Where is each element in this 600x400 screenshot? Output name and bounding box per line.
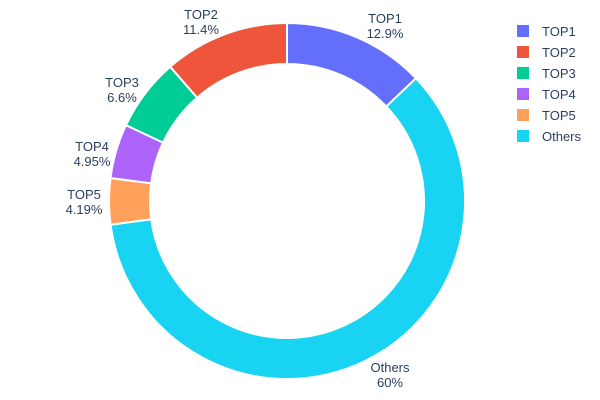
slice-label-name: TOP2 <box>184 7 218 22</box>
legend-item-label: TOP1 <box>542 23 576 39</box>
pie-slice-others[interactable] <box>109 77 466 380</box>
legend-item-label: TOP5 <box>542 107 576 123</box>
legend-item-top3[interactable]: TOP3 <box>517 65 581 81</box>
slice-label-top2: TOP2 11.4% <box>183 7 219 37</box>
slice-label-percent: 6.6% <box>107 90 137 105</box>
legend: TOP1 TOP2 TOP3 TOP4 TOP5 Others <box>517 23 582 144</box>
slice-label-top5: TOP5 4.19% <box>66 187 103 217</box>
slice-label-top3: TOP3 6.6% <box>105 75 139 105</box>
slice-label-percent: 12.9% <box>366 26 404 41</box>
legend-item-top4[interactable]: TOP4 <box>517 86 581 102</box>
slice-label-percent: 4.95% <box>73 154 111 169</box>
slice-label-name: TOP5 <box>67 187 101 202</box>
legend-item-label: TOP2 <box>542 44 576 60</box>
slice-label-percent: 11.4% <box>183 22 219 37</box>
slice-label-top1: TOP1 12.9% <box>367 11 404 41</box>
legend-item-label: TOP4 <box>542 86 576 102</box>
legend-item-others[interactable]: Others <box>517 128 582 144</box>
legend-swatch-icon <box>517 88 529 100</box>
slice-label-percent: 60% <box>376 375 404 390</box>
legend-swatch-icon <box>517 25 529 37</box>
legend-item-top1[interactable]: TOP1 <box>517 23 581 39</box>
slice-label-name: Others <box>370 360 410 375</box>
slice-label-name: TOP1 <box>368 11 402 26</box>
slice-label-top4: TOP4 4.95% <box>74 139 111 169</box>
legend-item-top2[interactable]: TOP2 <box>517 44 581 60</box>
slice-label-percent: 4.19% <box>65 202 103 217</box>
legend-swatch-icon <box>517 46 529 58</box>
legend-swatch-icon <box>517 130 529 142</box>
legend-item-label: Others <box>542 128 582 144</box>
legend-item-label: TOP3 <box>542 65 576 81</box>
pie-slice-top2[interactable] <box>169 22 288 99</box>
slice-label-name: TOP3 <box>105 75 139 90</box>
legend-swatch-icon <box>517 109 529 121</box>
slice-label-name: TOP4 <box>75 139 109 154</box>
legend-item-top5[interactable]: TOP5 <box>517 107 581 123</box>
legend-swatch-icon <box>517 67 529 79</box>
pie-slice-top5[interactable] <box>108 177 153 226</box>
slice-label-others: Others 60% <box>370 360 409 390</box>
